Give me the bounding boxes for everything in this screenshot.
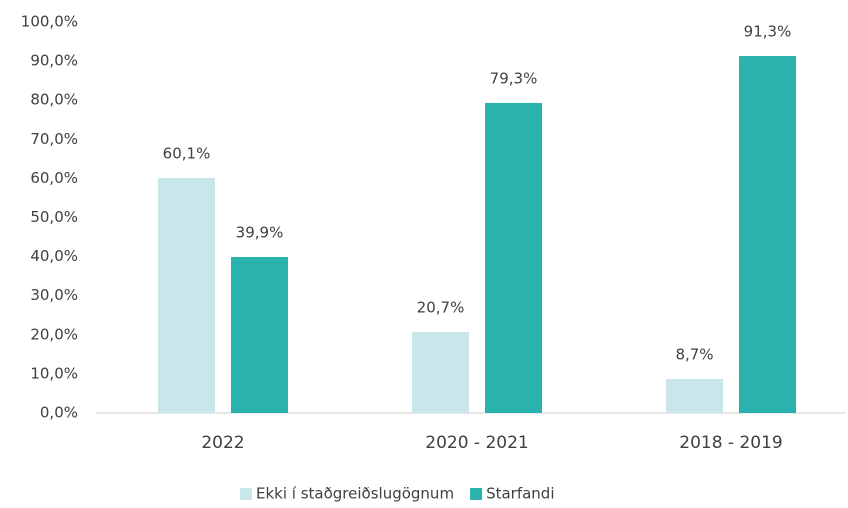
x-tick-label: 2022 xyxy=(201,433,244,453)
y-tick-label: 30,0% xyxy=(30,286,78,304)
y-tick-label: 60,0% xyxy=(30,169,78,187)
value-label: 91,3% xyxy=(744,23,792,41)
y-tick-label: 80,0% xyxy=(30,91,78,109)
bar xyxy=(666,378,723,413)
y-tick-label: 100,0% xyxy=(21,13,78,31)
y-tick-label: 70,0% xyxy=(30,130,78,148)
x-tick-label: 2018 - 2019 xyxy=(679,433,782,453)
y-tick-label: 0,0% xyxy=(40,404,78,422)
y-tick-label: 20,0% xyxy=(30,325,78,343)
bar xyxy=(739,56,796,413)
bar xyxy=(158,178,215,413)
x-tick-label: 2020 - 2021 xyxy=(425,433,528,453)
value-label: 20,7% xyxy=(417,299,465,317)
legend-label: Ekki í staðgreiðslugögnum xyxy=(256,485,454,503)
legend-swatch xyxy=(240,488,252,500)
bar xyxy=(412,332,469,413)
y-tick-label: 90,0% xyxy=(30,52,78,70)
value-label: 79,3% xyxy=(490,69,538,87)
y-tick-label: 40,0% xyxy=(30,247,78,265)
value-label: 60,1% xyxy=(163,145,211,163)
y-tick-label: 10,0% xyxy=(30,364,78,382)
bar xyxy=(231,256,288,413)
value-label: 39,9% xyxy=(236,223,284,241)
legend-swatch xyxy=(470,488,483,500)
legend-label: Starfandi xyxy=(486,485,554,503)
value-label: 8,7% xyxy=(675,345,713,363)
bar xyxy=(485,102,542,413)
y-tick-label: 50,0% xyxy=(30,208,78,226)
